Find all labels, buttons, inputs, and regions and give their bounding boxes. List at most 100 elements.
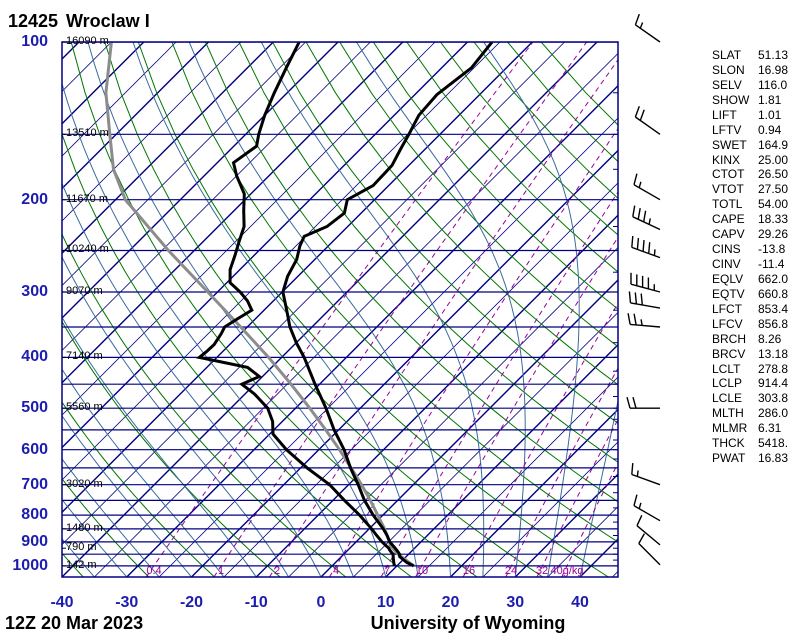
- moist-adiabat: [62, 537, 95, 577]
- stat-label: LCLE: [712, 391, 743, 406]
- stat-label: CINV: [712, 257, 741, 272]
- stat-row: LCLP 914.4: [712, 376, 798, 390]
- stat-value: 16.83: [758, 451, 789, 466]
- dry-adiabat: [62, 233, 347, 577]
- wind-barb: [626, 397, 660, 409]
- mixing-ratio-label: 0.4: [146, 565, 162, 577]
- stat-label: KINX: [712, 152, 741, 167]
- barb-feather: [628, 291, 632, 303]
- isotherm: [62, 42, 177, 157]
- stat-row: LFCT 853.4: [712, 302, 798, 316]
- stat-row: PWAT 16.83: [712, 451, 798, 465]
- barb-staff: [634, 116, 661, 135]
- stat-row: EQTV 660.8: [712, 287, 798, 301]
- isotherm: [62, 42, 145, 125]
- barb-feather: [633, 494, 638, 506]
- mixing-ratio-line: [328, 127, 618, 577]
- stat-label: THCK: [712, 436, 745, 451]
- pressure-label: 300: [21, 282, 48, 300]
- barb-staff: [630, 283, 661, 293]
- stat-label: LIFT: [712, 107, 737, 122]
- dry-adiabat: [70, 42, 478, 577]
- barb-staff: [632, 216, 661, 231]
- barb-feather: [637, 207, 641, 220]
- wind-barb: [633, 494, 661, 522]
- barb-feather: [632, 205, 636, 217]
- stat-label: EQTV: [712, 286, 745, 301]
- stat-value: 662.0: [758, 271, 789, 286]
- temp-label: 40: [571, 594, 589, 611]
- barb-staff: [638, 543, 661, 566]
- height-label: 5560 m: [66, 401, 103, 414]
- stat-label: VTOT: [712, 182, 744, 197]
- stat-label: LCLP: [712, 376, 743, 391]
- stat-label: SLON: [712, 62, 745, 77]
- stat-value: 25.00: [758, 152, 789, 167]
- stat-row: THCK 5418.: [712, 436, 798, 450]
- data-source: University of Wyoming: [370, 613, 566, 633]
- mixing-ratio-line: [462, 302, 618, 577]
- isotherm: [320, 279, 618, 577]
- isotherm: [417, 376, 618, 577]
- isotherm: [62, 42, 468, 449]
- sounding-datetime: 12Z 20 Mar 2023: [5, 613, 144, 633]
- barb-staff: [633, 505, 661, 522]
- moist-adiabat: [87, 42, 387, 577]
- moist-adiabat: [579, 398, 618, 577]
- mixing-ratio-label: 2: [273, 565, 281, 577]
- grid-lines: [62, 42, 618, 577]
- barb-feather: [634, 13, 640, 26]
- mixing-ratio-label: 7: [383, 565, 391, 577]
- pressure-label: 800: [21, 506, 48, 524]
- dry-adiabat: [62, 320, 281, 577]
- moist-adiabat: [188, 42, 451, 577]
- stat-label: BRCH: [712, 331, 747, 346]
- stat-label: MLTH: [712, 406, 744, 421]
- stat-row: VTOT 27.50: [712, 182, 798, 196]
- dewpoint-curve: [195, 42, 396, 567]
- stat-row: LFCV 856.8: [712, 317, 798, 331]
- isotherm: [62, 42, 598, 577]
- stat-row: SHOW 1.81: [712, 93, 798, 107]
- dry-adiabat: [62, 401, 215, 577]
- barb-feather: [636, 238, 640, 250]
- barb-feather: [631, 463, 634, 475]
- isotherm: [62, 42, 565, 546]
- stat-label: CINS: [712, 242, 741, 257]
- height-label: 13510 m: [66, 127, 109, 140]
- stat-value: 5418.: [758, 436, 789, 451]
- barb-feather: [643, 210, 647, 223]
- mixing-ratio-line: [415, 236, 618, 577]
- isotherm: [62, 42, 436, 416]
- barb-feather: [648, 242, 651, 254]
- stat-value: 856.8: [758, 316, 789, 331]
- plot-frame: [61, 41, 619, 578]
- stat-row: BRCV 13.18: [712, 347, 798, 361]
- dry-adiabat: [62, 477, 150, 577]
- isotherm: [288, 247, 618, 577]
- moist-adiabat: [62, 498, 128, 577]
- barb-feather: [627, 313, 631, 325]
- stat-value: 660.8: [758, 286, 789, 301]
- isotherm: [62, 42, 306, 287]
- pressure-label: 1000: [12, 556, 48, 574]
- height-label: 1480 m: [66, 521, 103, 534]
- barb-staff: [630, 302, 661, 309]
- barb-staff: [630, 323, 661, 328]
- dry-adiabat: [372, 42, 618, 310]
- stat-label: LFCT: [712, 301, 742, 316]
- stat-row: EQLV 662.0: [712, 272, 798, 286]
- stat-value: 914.4: [758, 376, 789, 391]
- station-name: Wroclaw I: [66, 11, 150, 31]
- isotherm: [62, 42, 533, 514]
- stat-row: SWET 164.9: [712, 138, 798, 152]
- barb-half-feather: [638, 181, 642, 188]
- barb-half-feather: [640, 319, 643, 326]
- barb-feather: [642, 240, 645, 252]
- barb-feather: [626, 397, 631, 409]
- barb-staff: [633, 184, 661, 201]
- moist-adiabat: [62, 316, 257, 577]
- wind-barb: [634, 13, 661, 43]
- mixing-ratio-line: [213, 42, 588, 577]
- pressure-label: 500: [21, 399, 48, 417]
